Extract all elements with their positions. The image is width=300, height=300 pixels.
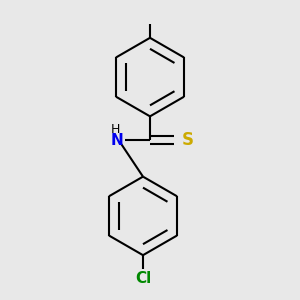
Text: H: H bbox=[111, 123, 121, 136]
Text: Cl: Cl bbox=[135, 271, 151, 286]
Text: S: S bbox=[182, 131, 194, 149]
Text: N: N bbox=[111, 133, 123, 148]
